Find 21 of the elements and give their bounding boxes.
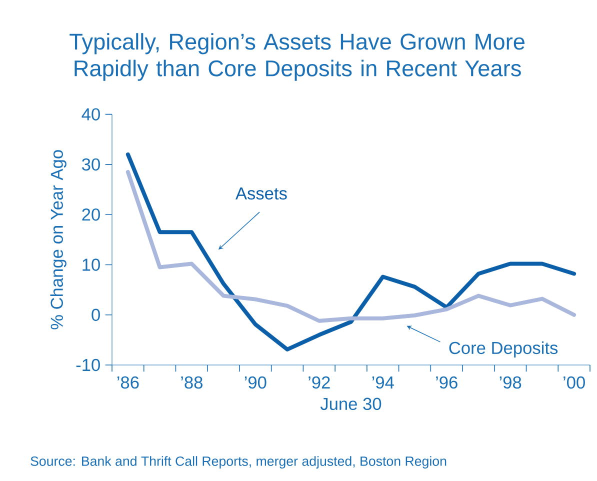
x-tick-label: ’90 bbox=[244, 376, 266, 389]
y-tick-label: 30 bbox=[82, 158, 100, 171]
y-axis-title: % Change on Year Ago bbox=[50, 150, 66, 330]
x-tick-label: ’92 bbox=[308, 376, 330, 389]
y-tick-label: 0 bbox=[92, 308, 100, 321]
text: Assets bbox=[235, 187, 287, 200]
x-tick-label: ’96 bbox=[436, 376, 458, 389]
y-tick-label: -10 bbox=[76, 358, 100, 372]
x-tick-label: ’88 bbox=[181, 376, 202, 389]
y-tick-label: 20 bbox=[82, 208, 100, 221]
y-tick-label: 40 bbox=[82, 108, 100, 120]
line-series bbox=[126, 170, 576, 323]
x-tick-label: ’94 bbox=[372, 376, 394, 389]
series-label: Core Deposits bbox=[449, 341, 558, 358]
source-note: Source: Bank and Thrift Call Reports, merger adjusted, Boston Region bbox=[30, 456, 446, 469]
chart-title: Typically, Region’s Assets Have Grown More Rapidly than Core Deposits in Recent Years bbox=[70, 33, 524, 81]
y-tick-label: 10 bbox=[82, 258, 100, 271]
x-tick-label: ’00 bbox=[564, 376, 585, 389]
x-tick-label: ’86 bbox=[117, 376, 139, 389]
x-tick-label: ’98 bbox=[500, 376, 522, 389]
x-axis-title: June 30 bbox=[320, 398, 382, 410]
